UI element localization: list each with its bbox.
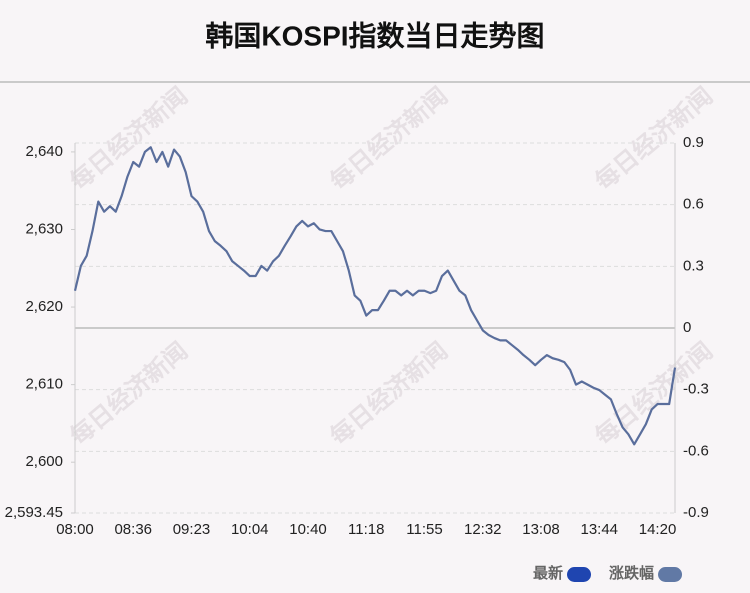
y2-tick-label: -0.6 bbox=[683, 442, 709, 459]
x-tick-label: 14:20 bbox=[639, 521, 677, 538]
x-tick-label: 08:36 bbox=[114, 521, 152, 538]
x-tick-label: 11:55 bbox=[406, 521, 442, 538]
chart-title: 韩国KOSPI指数当日走势图 bbox=[205, 20, 544, 51]
legend-label: 最新 bbox=[533, 564, 563, 582]
x-tick-label: 12:32 bbox=[464, 521, 502, 538]
y-tick-label: 2,640 bbox=[25, 143, 63, 160]
x-tick-label: 13:08 bbox=[522, 521, 560, 538]
y-tick-label: 2,610 bbox=[25, 376, 63, 393]
x-tick-label: 09:23 bbox=[173, 521, 211, 538]
legend-swatch bbox=[567, 567, 592, 582]
y2-tick-label: 0.9 bbox=[683, 134, 704, 151]
y2-tick-label: -0.3 bbox=[683, 381, 709, 398]
y-tick-label: 2,620 bbox=[25, 298, 63, 315]
y2-tick-label: 0.3 bbox=[683, 257, 704, 274]
x-tick-label: 13:44 bbox=[580, 521, 618, 538]
x-tick-label: 08:00 bbox=[56, 521, 94, 538]
x-tick-label: 10:04 bbox=[231, 521, 269, 538]
y2-tick-label: 0.6 bbox=[683, 196, 704, 213]
series-line bbox=[73, 146, 677, 446]
legend-label: 涨跌幅 bbox=[609, 564, 654, 582]
x-tick-label: 10:40 bbox=[289, 521, 327, 538]
y-tick-label: 2,630 bbox=[25, 220, 63, 237]
y-tick-label: 2,593.45 bbox=[5, 504, 63, 521]
x-tick-label: 11:18 bbox=[348, 521, 384, 538]
y-tick-label: 2,600 bbox=[25, 453, 63, 470]
y2-tick-label: -0.9 bbox=[683, 504, 709, 521]
y2-tick-label: 0 bbox=[683, 319, 691, 336]
legend-swatch bbox=[658, 567, 683, 582]
